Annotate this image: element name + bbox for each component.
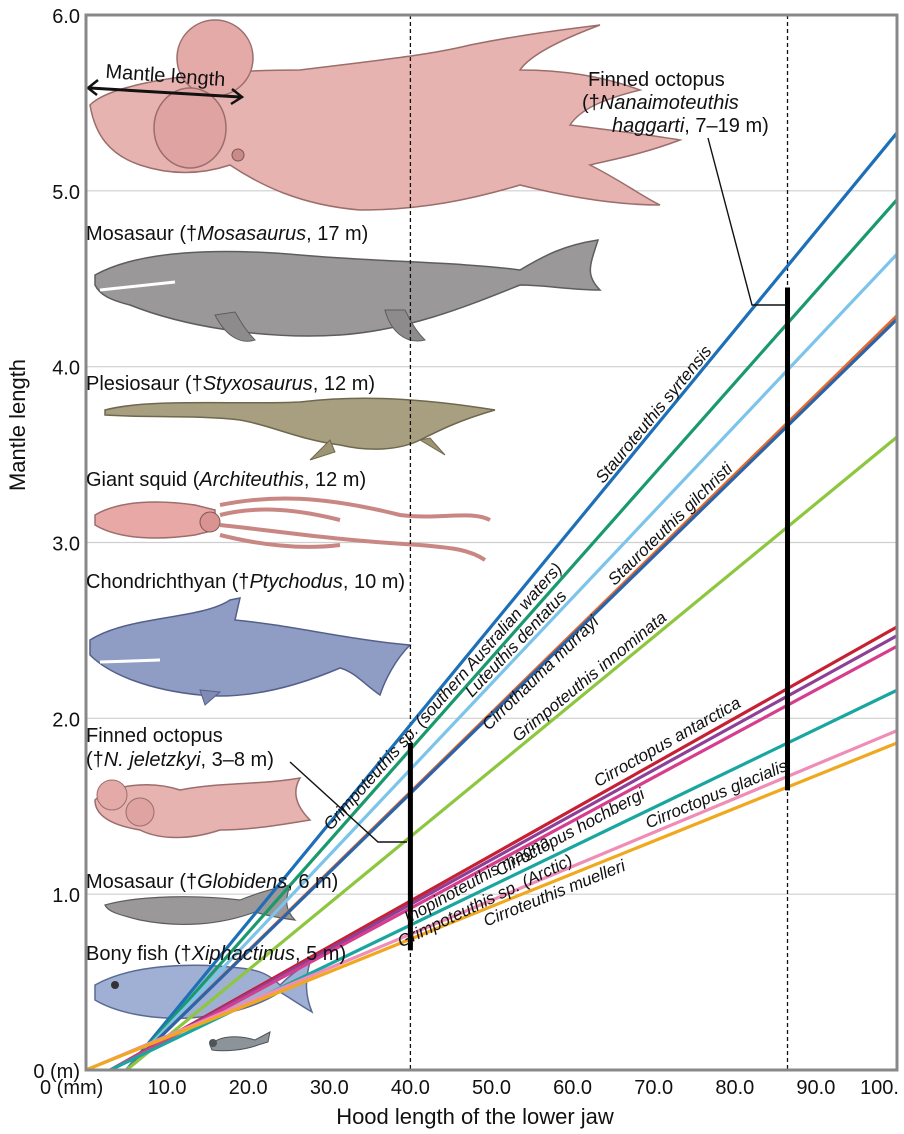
series-line-5	[125, 435, 897, 1070]
x-axis-ticks: 0 (mm) 10.0 20.0 30.0 40.0 50.0 60.0 70.0 80.0 90…	[40, 1077, 899, 1099]
x-tick-label-10: 100.	[860, 1077, 899, 1099]
series-line-11	[86, 741, 897, 1070]
mosasaurus-label-a: Mosasaur (†	[86, 223, 197, 245]
finned-big-species: haggarti	[612, 115, 685, 137]
mosasaurus-label: Mosasaur (†Mosasaurus, 17 m)	[86, 223, 368, 245]
x-tick-label-6: 60.0	[553, 1077, 592, 1099]
mantle-length-arrow	[89, 86, 241, 99]
y-tick-label-5: 5.0	[52, 182, 80, 204]
annotations: Mantle length Finned octopus (†Nanaimote…	[86, 61, 769, 965]
giant-squid-label-b: Architeuthis	[198, 469, 304, 491]
leader-finned-small	[289, 761, 407, 843]
finned-big-size: , 7–19 m)	[684, 115, 768, 137]
animal-illustrations	[89, 19, 683, 1052]
y-axis-title: Mantle length	[5, 359, 30, 491]
xiphactinus-label-a: Bony fish (†	[86, 943, 192, 965]
xiphactinus-label: Bony fish (†Xiphactinus, 5 m)	[86, 943, 346, 965]
x-tick-label-4: 40.0	[391, 1077, 430, 1099]
globidens-label-b: Globidens	[197, 871, 287, 893]
series-line-10	[86, 729, 897, 1070]
plesiosaur-label-c: , 12 m)	[313, 373, 375, 395]
shark-illustration	[89, 597, 412, 706]
chondrichthyan-label-a: Chondrichthyan (†	[86, 571, 249, 593]
x-tick-label-1: 10.0	[148, 1077, 187, 1099]
y-tick-label-3: 3.0	[52, 534, 80, 556]
x-axis-title: Hood length of the lower jaw	[336, 1104, 614, 1129]
finned-small-line1: Finned octopus	[86, 725, 223, 747]
small-mosasaur-illustration	[104, 884, 297, 926]
xiphactinus-label-c: , 5 m)	[295, 943, 346, 965]
plesiosaur-illustration	[104, 397, 496, 461]
leader-finned-big	[707, 137, 785, 306]
mantle-length-arrow-head-right	[230, 88, 245, 106]
x-tick-label-9: 90.0	[796, 1077, 835, 1099]
mosasaurus-label-c: , 17 m)	[306, 223, 368, 245]
chondrichthyan-label-b: Ptychodus	[249, 571, 342, 593]
series-label-3: Stauroteuthis gilchristi	[604, 458, 737, 589]
giant-squid-label-a: Giant squid (	[86, 469, 200, 491]
y-tick-label-4: 4.0	[52, 358, 80, 380]
series-line-2	[125, 253, 897, 1070]
series-line-0	[125, 131, 897, 1070]
chondrichthyan-label-c: , 10 m)	[343, 571, 405, 593]
plot-frame	[84, 13, 899, 1072]
plesiosaur-label-a: Plesiosaur (†	[86, 373, 203, 395]
series-lines	[86, 131, 897, 1070]
plesiosaur-label: Plesiosaur (†Styxosaurus, 12 m)	[86, 373, 375, 395]
x-tick-label-5: 50.0	[472, 1077, 511, 1099]
x-tick-label-3: 30.0	[310, 1077, 349, 1099]
mosasaur-illustration	[94, 239, 602, 342]
globidens-label-c: , 6 m)	[287, 871, 338, 893]
y-tick-label-0: 0 (m)	[33, 1061, 80, 1083]
finned-big-line1: Finned octopus	[588, 69, 725, 91]
series-line-4	[125, 318, 897, 1070]
x-tick-label-8: 80.0	[715, 1077, 754, 1099]
series-line-8	[109, 644, 897, 1070]
mantle-length-arrow-head-left	[85, 79, 99, 96]
globidens-label: Mosasaur (†Globidens, 6 m)	[86, 871, 338, 893]
finned-small-paren: (†	[86, 749, 104, 771]
x-tick-label-0: 0 (mm)	[40, 1077, 103, 1099]
octopus-illustration	[89, 19, 683, 211]
y-tick-label-2: 2.0	[52, 709, 80, 731]
range-bars	[407, 287, 791, 951]
plesiosaur-label-b: Styxosaurus	[203, 373, 313, 395]
finned-small-size: , 3–8 m)	[201, 749, 274, 771]
chondrichthyan-label: Chondrichthyan (†Ptychodus, 10 m)	[86, 571, 405, 593]
leader-lines	[85, 79, 785, 843]
y-tick-label-1: 1.0	[52, 885, 80, 907]
finned-small-species: N. jeletzkyi	[104, 749, 201, 771]
x-tick-label-7: 70.0	[634, 1077, 673, 1099]
finned-big-paren: (†	[582, 92, 600, 114]
giant-squid-label: Giant squid (Architeuthis, 12 m)	[86, 469, 366, 491]
squid-illustration	[94, 496, 491, 562]
finned-big-genus: Nanaimoteuthis	[600, 92, 739, 114]
y-axis-ticks: 0 (m) 1.0 2.0 3.0 4.0 5.0 6.0	[33, 6, 80, 1083]
mosasaurus-label-b: Mosasaurus	[197, 223, 306, 245]
xiphactinus-label-b: Xiphactinus	[191, 943, 295, 965]
giant-squid-label-c: , 12 m)	[304, 469, 366, 491]
diver-illustration	[209, 1031, 271, 1052]
globidens-label-a: Mosasaur (†	[86, 871, 197, 893]
y-tick-label-6: 6.0	[52, 6, 80, 28]
finned-small-line2: (†N. jeletzkyi, 3–8 m)	[86, 749, 274, 771]
finned-big-line3: haggarti, 7–19 m)	[612, 115, 769, 137]
x-tick-label-2: 20.0	[229, 1077, 268, 1099]
finned-big-line2: (†Nanaimoteuthis	[582, 92, 739, 114]
series-line-1	[125, 198, 897, 1070]
small-octopus-illustration	[94, 776, 312, 839]
